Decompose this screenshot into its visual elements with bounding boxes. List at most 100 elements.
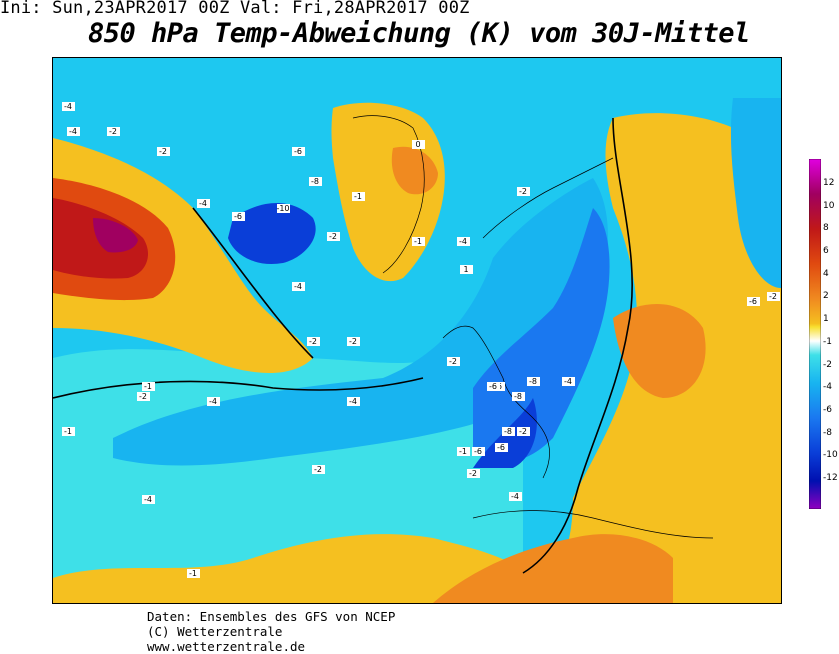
south-warm-region [53, 534, 533, 603]
svg-text:-1: -1 [189, 569, 197, 578]
contour-label: 0 [412, 140, 425, 149]
svg-text:-8: -8 [529, 377, 537, 386]
coastline-africa [472, 510, 714, 539]
legend-tick-label: 1 [823, 314, 829, 325]
zero-contour-europe [522, 117, 633, 574]
svg-text:-4: -4 [294, 282, 302, 291]
zero-contour-canada [192, 207, 314, 359]
svg-text:-10: -10 [276, 204, 289, 213]
greenland-sea-cold [228, 203, 316, 264]
legend-tick-label: 4 [823, 268, 829, 279]
coastline-scandinavia [482, 157, 614, 239]
europe-cold-core [473, 208, 610, 462]
svg-text:-8: -8 [311, 177, 319, 186]
svg-text:-2: -2 [139, 392, 147, 401]
svg-text:-6: -6 [474, 447, 482, 456]
legend-tick-label: -12 [823, 473, 838, 483]
contour-label: -8 [527, 377, 540, 386]
svg-text:-6: -6 [749, 297, 757, 306]
contour-label: -6 [487, 382, 500, 391]
svg-text:-2: -2 [449, 357, 457, 366]
svg-text:-4: -4 [564, 377, 572, 386]
svg-text:-2: -2 [329, 232, 337, 241]
credit-copyright: (C) Wetterzentrale [147, 624, 283, 639]
contour-label: -1 [412, 237, 425, 246]
contour-label: -4 [509, 492, 522, 501]
contour-label: -6 [292, 147, 305, 156]
svg-text:-4: -4 [349, 397, 357, 406]
legend-tick-label: 8 [823, 223, 829, 234]
africa-warm-core [433, 534, 673, 603]
credit-data: Daten: Ensembles des GFS von NCEP [147, 609, 396, 624]
legend-tick-label: -4 [823, 382, 832, 393]
contour-label: -2 [467, 469, 480, 478]
contour-label: -4 [67, 127, 80, 136]
greenland-warm-core [391, 146, 438, 195]
contour-label: -2 [107, 127, 120, 136]
svg-text:-2: -2 [159, 147, 167, 156]
svg-text:1: 1 [463, 265, 468, 274]
contour-label: -2 [327, 232, 340, 241]
anomaly-map: -4-4-2-2-6-8-10-6-4-2-101-2-4-6-8-4-2-1-… [52, 57, 782, 604]
svg-text:-2: -2 [769, 292, 777, 301]
contour-label: -4 [142, 495, 155, 504]
contour-label: -6 [495, 443, 508, 452]
svg-text:0: 0 [415, 140, 420, 149]
svg-text:-1: -1 [64, 427, 72, 436]
svg-text:-6: -6 [497, 443, 505, 452]
colorbar-fill [809, 159, 821, 509]
svg-text:-2: -2 [519, 427, 527, 436]
svg-text:-1: -1 [144, 382, 152, 391]
contour-label: 1 [460, 265, 473, 274]
svg-text:-1: -1 [459, 447, 467, 456]
legend-tick-label: 12 [823, 178, 835, 188]
svg-text:-2: -2 [309, 337, 317, 346]
canada-extreme-core [93, 218, 138, 253]
svg-text:-2: -2 [314, 465, 322, 474]
contour-label: -1 [457, 447, 470, 456]
svg-text:-4: -4 [64, 102, 72, 111]
contour-label: -4 [457, 237, 470, 246]
svg-text:-4: -4 [459, 237, 467, 246]
init-valid-time: Ini: Sun,23APR2017 00Z Val: Fri,28APR201… [0, 0, 470, 18]
contour-label: -2 [157, 147, 170, 156]
legend-tick-label: -2 [823, 359, 832, 370]
contour-label: -4 [207, 397, 220, 406]
contour-label: -4 [62, 102, 75, 111]
map-canvas: -4-4-2-2-6-8-10-6-4-2-101-2-4-6-8-4-2-1-… [53, 58, 781, 603]
contour-label: -2 [517, 427, 530, 436]
legend-tick-label: 2 [823, 291, 829, 302]
contour-label: -2 [447, 357, 460, 366]
legend-tick-label: -6 [823, 404, 832, 415]
contour-label: -2 [137, 392, 150, 401]
svg-text:-6: -6 [294, 147, 302, 156]
svg-text:-4: -4 [199, 199, 207, 208]
svg-text:-4: -4 [144, 495, 152, 504]
legend-tick-label: -10 [823, 450, 838, 461]
svg-text:-1: -1 [354, 192, 362, 201]
credits: Daten: Ensembles des GFS von NCEP (C) We… [147, 609, 395, 654]
legend-colorbar [809, 159, 821, 509]
legend-tick-label: -1 [823, 336, 832, 347]
contour-label: -6 [232, 212, 245, 221]
contour-label: -4 [292, 282, 305, 291]
contour-label: -10 [276, 204, 290, 213]
svg-text:-2: -2 [469, 469, 477, 478]
contour-label: -2 [312, 465, 325, 474]
contour-label: -8 [512, 392, 525, 401]
contour-label: -4 [562, 377, 575, 386]
svg-text:-2: -2 [349, 337, 357, 346]
svg-text:-1: -1 [414, 237, 422, 246]
contour-label: -8 [309, 177, 322, 186]
coastline-greenland [352, 115, 425, 274]
svg-text:-8: -8 [514, 392, 522, 401]
legend-tick-label: 6 [823, 246, 829, 257]
contour-label: -8 [502, 427, 515, 436]
arctic-cold-patch [730, 98, 781, 288]
svg-text:-6: -6 [234, 212, 242, 221]
contour-label: -2 [517, 187, 530, 196]
coastline-europe [442, 325, 550, 479]
contour-label: -6 [472, 447, 485, 456]
svg-text:-4: -4 [69, 127, 77, 136]
contour-label: -6 [747, 297, 760, 306]
